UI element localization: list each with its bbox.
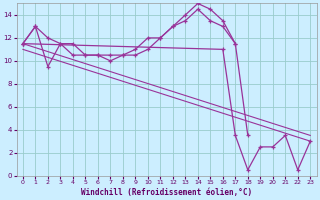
X-axis label: Windchill (Refroidissement éolien,°C): Windchill (Refroidissement éolien,°C)	[81, 188, 252, 197]
